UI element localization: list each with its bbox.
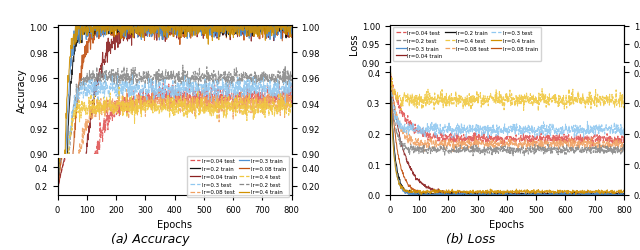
- X-axis label: Epochs: Epochs: [157, 219, 192, 229]
- Y-axis label: Accuracy: Accuracy: [17, 68, 27, 112]
- Legend: lr=0.04 test, lr=0.2 train, lr=0.04 train, lr=0.3 test, lr=0.08 test, lr=0.3 tra: lr=0.04 test, lr=0.2 train, lr=0.04 trai…: [188, 156, 289, 198]
- Y-axis label: Loss: Loss: [349, 34, 359, 55]
- X-axis label: Epochs: Epochs: [490, 219, 524, 229]
- Legend: lr=0.04 test, lr=0.2 test, lr=0.3 train, lr=0.04 train, lr=0.2 train, lr=0.4 tes: lr=0.04 test, lr=0.2 test, lr=0.3 train,…: [393, 28, 541, 62]
- Text: (b) Loss: (b) Loss: [446, 232, 495, 245]
- Text: (a) Accuracy: (a) Accuracy: [111, 232, 189, 245]
